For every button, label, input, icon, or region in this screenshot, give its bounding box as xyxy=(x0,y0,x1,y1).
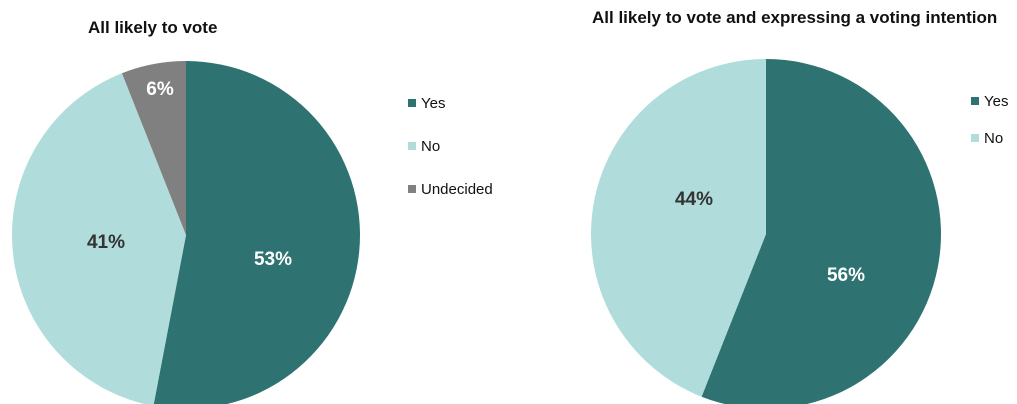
data-label-no: 41% xyxy=(87,232,125,253)
chart-title-left: All likely to vote xyxy=(88,18,218,37)
pie-slice-no xyxy=(11,73,186,404)
data-label-no: 44% xyxy=(675,189,713,210)
data-label-yes: 53% xyxy=(254,249,292,270)
legend-label-no: No xyxy=(421,137,441,155)
legend-right: Yes No xyxy=(971,92,1008,166)
data-label-yes: 56% xyxy=(827,265,865,286)
legend-swatch-no xyxy=(971,134,979,142)
legend-label-yes: Yes xyxy=(421,94,446,112)
legend-swatch-undecided xyxy=(408,185,416,193)
legend-item-no: No xyxy=(408,137,493,155)
legend-label-yes: Yes xyxy=(984,92,1009,110)
data-label-undecided: 6% xyxy=(146,79,174,100)
legend-label-no: No xyxy=(984,129,1004,147)
legend-item-undecided: Undecided xyxy=(408,180,493,198)
legend-item-yes: Yes xyxy=(971,92,1008,110)
legend-swatch-no xyxy=(408,142,416,150)
pie-slice-yes xyxy=(153,61,361,404)
pie-slice-undecided xyxy=(121,61,186,235)
legend-item-no: No xyxy=(971,129,1008,147)
legend-label-undecided: Undecided xyxy=(421,180,493,198)
chart-title-right: All likely to vote and expressing a voti… xyxy=(592,8,998,27)
legend-swatch-yes xyxy=(971,97,979,105)
legend-swatch-yes xyxy=(408,99,416,107)
legend-left: Yes No Undecided xyxy=(408,94,493,223)
legend-item-yes: Yes xyxy=(408,94,493,112)
pie-slice-yes xyxy=(701,59,941,404)
pie-slice-no xyxy=(590,59,766,397)
